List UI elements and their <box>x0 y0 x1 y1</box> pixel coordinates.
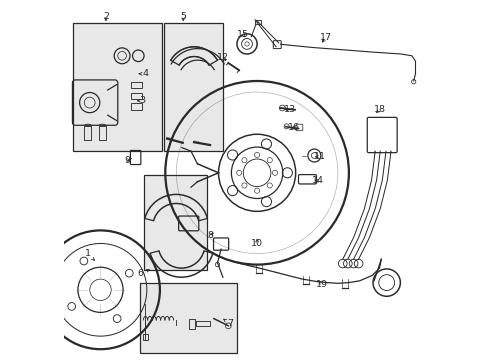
Text: 11: 11 <box>313 152 325 161</box>
Bar <box>142 334 148 340</box>
Bar <box>196 321 210 326</box>
Text: 7: 7 <box>223 319 233 328</box>
Bar <box>131 82 142 88</box>
Text: 8: 8 <box>207 231 213 240</box>
Text: 3: 3 <box>137 96 144 105</box>
Text: 13: 13 <box>283 105 295 114</box>
Bar <box>84 126 91 140</box>
Text: 14: 14 <box>312 176 324 185</box>
Bar <box>254 20 261 24</box>
Bar <box>143 175 206 270</box>
Text: 2: 2 <box>102 12 109 21</box>
Text: 16: 16 <box>287 123 300 132</box>
Text: 5: 5 <box>180 12 186 21</box>
Text: 10: 10 <box>250 238 263 248</box>
Text: 12: 12 <box>217 53 228 62</box>
Text: 19: 19 <box>315 280 327 289</box>
Bar <box>131 93 142 99</box>
Text: 6: 6 <box>137 269 149 278</box>
Text: 1: 1 <box>85 249 94 260</box>
Bar <box>188 319 195 329</box>
Bar <box>99 126 106 140</box>
Bar <box>140 283 237 353</box>
Text: 15: 15 <box>236 30 248 39</box>
Bar <box>131 103 142 110</box>
Text: 4: 4 <box>139 69 148 78</box>
Bar <box>163 23 223 151</box>
Bar <box>73 23 162 151</box>
Text: 18: 18 <box>373 105 385 114</box>
Text: 9: 9 <box>124 156 130 165</box>
Text: 17: 17 <box>319 33 331 42</box>
